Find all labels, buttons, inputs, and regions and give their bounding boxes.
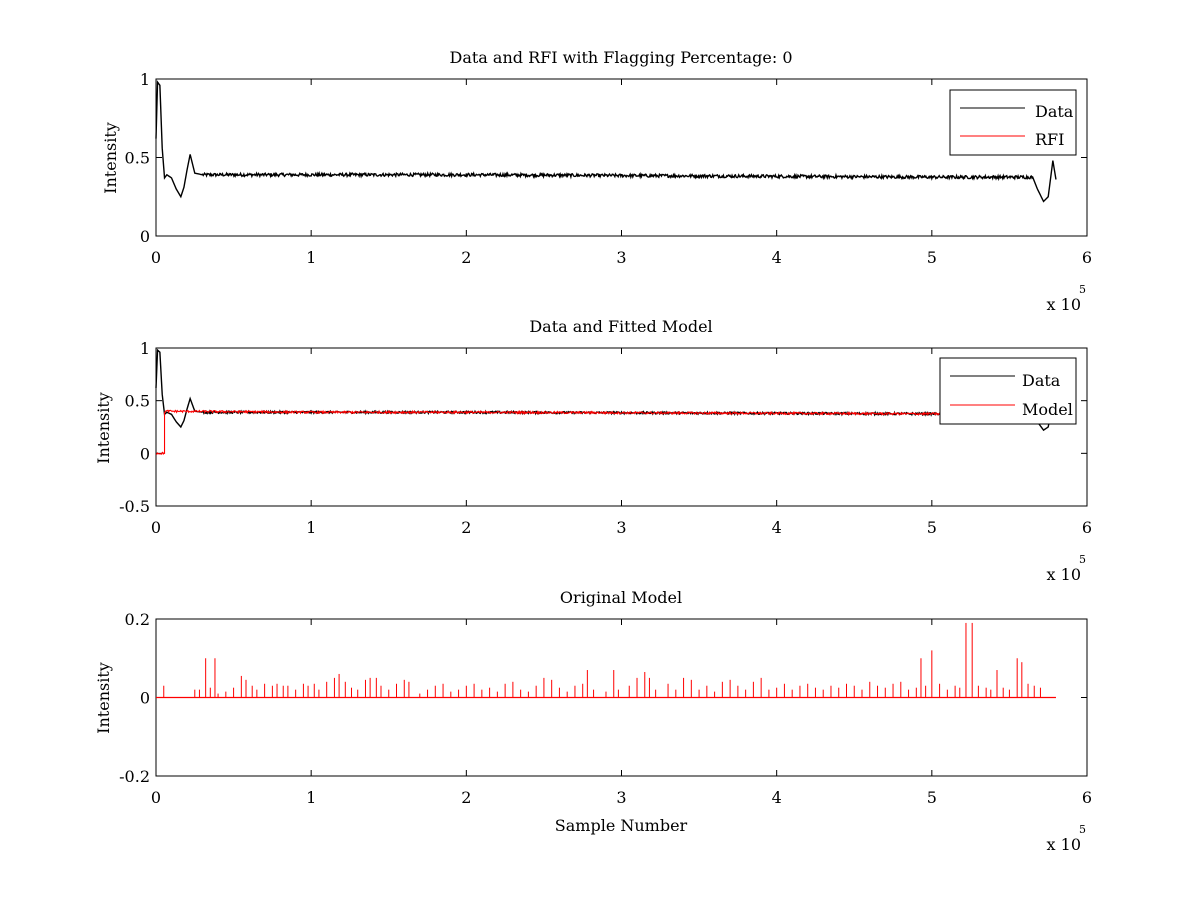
y-tick-label: 1 (140, 339, 150, 358)
x-multiplier: x 10 (1047, 565, 1081, 584)
x-tick-label: 5 (927, 518, 937, 537)
x-tick-label: 2 (461, 518, 471, 537)
x-tick-label: 2 (461, 788, 471, 807)
x-multiplier: x 10 (1047, 835, 1081, 854)
y-tick-label: 0 (140, 444, 150, 463)
x-tick-label: 6 (1082, 518, 1092, 537)
series-group (155, 80, 1057, 203)
legend-box (939, 357, 1077, 425)
x-tick-labels: 0 1 2 3 4 5 6 (151, 788, 1092, 807)
x-tick-label: 0 (151, 788, 161, 807)
x-tick-labels: 0 1 2 3 4 5 6 (151, 248, 1092, 267)
y-tick-label: -0.2 (119, 767, 150, 786)
y-tick-label: 0.5 (125, 392, 150, 411)
x-tick-label: 4 (772, 518, 782, 537)
x-tick-label: 1 (306, 248, 316, 267)
x-tick-label: 0 (151, 248, 161, 267)
x-tick-label: 4 (772, 788, 782, 807)
series-line-model (155, 409, 1025, 456)
series-group (155, 348, 1057, 456)
chart-panel-1: Data and RFI with Flagging Percentage: 0… (101, 48, 1092, 314)
x-tick-label: 0 (151, 518, 161, 537)
y-tick-label: 0.2 (125, 610, 150, 629)
chart-title: Data and RFI with Flagging Percentage: 0 (449, 48, 792, 67)
legend-label-data: Data (1022, 371, 1061, 390)
legend-label-data: Data (1035, 102, 1074, 121)
y-axis-label: Intensity (94, 662, 113, 734)
chart-title: Original Model (560, 588, 682, 607)
legend-label-model: Model (1022, 400, 1073, 419)
y-tick-label: 1 (140, 70, 150, 89)
axis-ticks (155, 78, 1088, 237)
x-tick-label: 3 (616, 788, 626, 807)
x-tick-label: 1 (306, 788, 316, 807)
x-tick-label: 6 (1082, 248, 1092, 267)
x-tick-label: 1 (306, 518, 316, 537)
x-tick-label: 2 (461, 248, 471, 267)
x-axis-label: Sample Number (555, 816, 688, 835)
axis-ticks (155, 618, 1088, 777)
x-tick-label: 3 (616, 518, 626, 537)
x-multiplier-exponent: 5 (1079, 283, 1086, 296)
y-tick-label: 0.5 (125, 149, 150, 168)
y-tick-labels: 00.51 (125, 70, 150, 246)
y-tick-labels: -0.2 0 0.2 (119, 610, 150, 786)
y-tick-label: -0.5 (119, 497, 150, 516)
x-tick-label: 6 (1082, 788, 1092, 807)
x-tick-label: 5 (927, 788, 937, 807)
x-tick-labels: 0 1 2 3 4 5 6 (151, 518, 1092, 537)
y-tick-label: 0 (140, 689, 150, 708)
legend: Data RFI (949, 89, 1077, 156)
y-axis-label: Intensity (94, 392, 113, 464)
y-axis-label: Intensity (101, 122, 120, 194)
series-group (156, 622, 1056, 699)
legend: Data Model (939, 357, 1077, 425)
x-multiplier: x 10 (1047, 295, 1081, 314)
x-tick-label: 3 (616, 248, 626, 267)
chart-title: Data and Fitted Model (529, 317, 712, 336)
x-tick-label: 4 (772, 248, 782, 267)
legend-box (949, 89, 1077, 156)
x-multiplier-exponent: 5 (1079, 823, 1086, 836)
y-tick-labels: -0.5 0 0.5 1 (119, 339, 150, 516)
x-multiplier-exponent: 5 (1079, 553, 1086, 566)
series-line-data (155, 80, 1057, 203)
legend-label-rfi: RFI (1035, 130, 1064, 149)
y-tick-label: 0 (140, 227, 150, 246)
x-tick-label: 5 (927, 248, 937, 267)
